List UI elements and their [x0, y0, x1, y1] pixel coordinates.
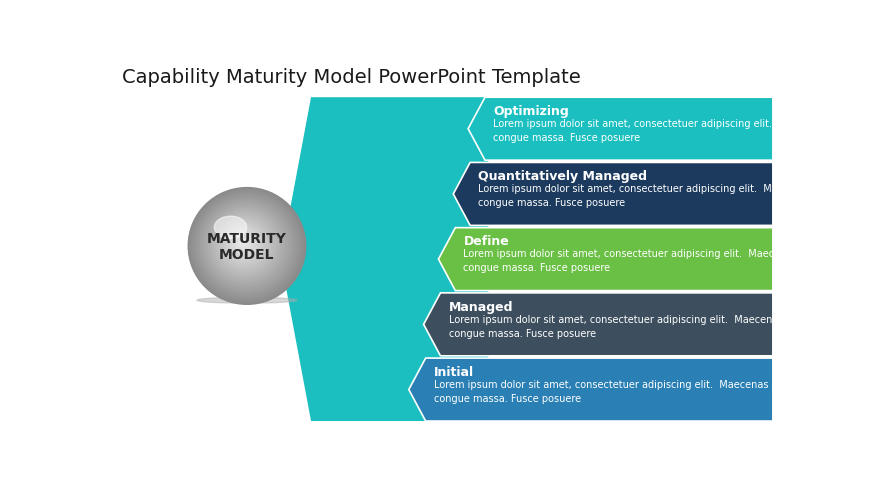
Text: Initial: Initial — [434, 365, 474, 378]
Ellipse shape — [196, 196, 296, 296]
Text: Optimizing: Optimizing — [493, 105, 568, 118]
Ellipse shape — [189, 189, 304, 304]
Ellipse shape — [231, 232, 255, 255]
Ellipse shape — [206, 207, 284, 284]
Polygon shape — [453, 163, 772, 226]
Ellipse shape — [194, 194, 299, 299]
Ellipse shape — [205, 205, 286, 285]
Ellipse shape — [217, 218, 271, 271]
Ellipse shape — [236, 238, 249, 249]
Ellipse shape — [192, 192, 301, 300]
Ellipse shape — [189, 189, 304, 303]
Polygon shape — [423, 293, 772, 356]
Polygon shape — [468, 98, 772, 161]
Ellipse shape — [202, 203, 288, 288]
Ellipse shape — [188, 188, 305, 305]
Ellipse shape — [229, 229, 258, 258]
Polygon shape — [438, 228, 772, 291]
Ellipse shape — [238, 239, 247, 247]
Text: Lorem ipsum dolor sit amet, consectetuer adipiscing elit.  Maecenas porttitor
co: Lorem ipsum dolor sit amet, consectetuer… — [493, 119, 869, 142]
Ellipse shape — [209, 209, 282, 282]
Ellipse shape — [211, 211, 278, 279]
Ellipse shape — [225, 226, 262, 262]
Ellipse shape — [207, 207, 283, 283]
Text: Capability Maturity Model PowerPoint Template: Capability Maturity Model PowerPoint Tem… — [122, 68, 580, 87]
Ellipse shape — [223, 224, 264, 264]
Ellipse shape — [222, 223, 265, 265]
Ellipse shape — [190, 190, 303, 303]
Ellipse shape — [214, 217, 247, 239]
Ellipse shape — [219, 220, 269, 269]
Ellipse shape — [233, 234, 252, 253]
Text: Lorem ipsum dolor sit amet, consectetuer adipiscing elit.  Maecenas porttitor
co: Lorem ipsum dolor sit amet, consectetuer… — [463, 249, 840, 273]
Ellipse shape — [221, 221, 268, 267]
Text: Lorem ipsum dolor sit amet, consectetuer adipiscing elit.  Maecenas porttitor
co: Lorem ipsum dolor sit amet, consectetuer… — [434, 379, 811, 403]
Ellipse shape — [204, 204, 287, 286]
Ellipse shape — [241, 242, 243, 244]
Ellipse shape — [227, 227, 260, 261]
Ellipse shape — [237, 238, 248, 248]
Text: Lorem ipsum dolor sit amet, consectetuer adipiscing elit.  Maecenas porttitor
co: Lorem ipsum dolor sit amet, consectetuer… — [478, 184, 855, 208]
Text: Define: Define — [463, 235, 508, 248]
Text: Managed: Managed — [448, 300, 513, 313]
Ellipse shape — [216, 216, 273, 273]
Ellipse shape — [216, 217, 272, 272]
Ellipse shape — [198, 199, 294, 293]
Ellipse shape — [193, 193, 300, 299]
Ellipse shape — [228, 228, 259, 259]
Ellipse shape — [195, 195, 297, 297]
Ellipse shape — [233, 233, 253, 254]
Ellipse shape — [191, 192, 302, 301]
Ellipse shape — [212, 212, 277, 278]
Ellipse shape — [213, 214, 276, 276]
Ellipse shape — [196, 197, 295, 295]
Ellipse shape — [214, 214, 275, 275]
Text: MATURITY
MODEL: MATURITY MODEL — [207, 231, 287, 262]
Text: Lorem ipsum dolor sit amet, consectetuer adipiscing elit.  Maecenas porttitor
co: Lorem ipsum dolor sit amet, consectetuer… — [448, 314, 826, 338]
Ellipse shape — [235, 236, 250, 251]
Ellipse shape — [222, 223, 266, 266]
Ellipse shape — [227, 228, 260, 260]
Ellipse shape — [196, 298, 296, 304]
Ellipse shape — [239, 240, 246, 247]
Ellipse shape — [200, 200, 292, 291]
Ellipse shape — [224, 224, 263, 264]
Ellipse shape — [221, 222, 267, 267]
Ellipse shape — [199, 199, 293, 292]
Ellipse shape — [208, 208, 282, 282]
Ellipse shape — [215, 215, 275, 275]
Ellipse shape — [240, 241, 244, 245]
Ellipse shape — [235, 235, 251, 251]
Polygon shape — [281, 98, 488, 421]
Text: Quantitatively Managed: Quantitatively Managed — [478, 170, 647, 183]
Ellipse shape — [210, 211, 279, 279]
Ellipse shape — [229, 231, 256, 257]
Ellipse shape — [215, 216, 274, 274]
Ellipse shape — [203, 204, 287, 287]
Ellipse shape — [218, 219, 269, 270]
Ellipse shape — [201, 201, 290, 290]
Ellipse shape — [202, 202, 289, 289]
Ellipse shape — [197, 198, 295, 294]
Ellipse shape — [200, 201, 291, 291]
Ellipse shape — [234, 235, 251, 252]
Ellipse shape — [229, 230, 257, 258]
Ellipse shape — [218, 218, 270, 271]
Ellipse shape — [190, 191, 302, 302]
Ellipse shape — [220, 221, 269, 268]
Ellipse shape — [209, 210, 280, 280]
Ellipse shape — [224, 225, 262, 263]
Ellipse shape — [212, 213, 277, 277]
Ellipse shape — [239, 240, 245, 246]
Ellipse shape — [209, 209, 281, 281]
Ellipse shape — [235, 237, 249, 250]
Ellipse shape — [230, 231, 255, 256]
Ellipse shape — [202, 203, 289, 288]
Ellipse shape — [194, 194, 298, 298]
Ellipse shape — [206, 206, 285, 285]
Ellipse shape — [226, 226, 261, 262]
Ellipse shape — [196, 196, 295, 295]
Polygon shape — [408, 358, 772, 421]
Ellipse shape — [232, 233, 254, 255]
